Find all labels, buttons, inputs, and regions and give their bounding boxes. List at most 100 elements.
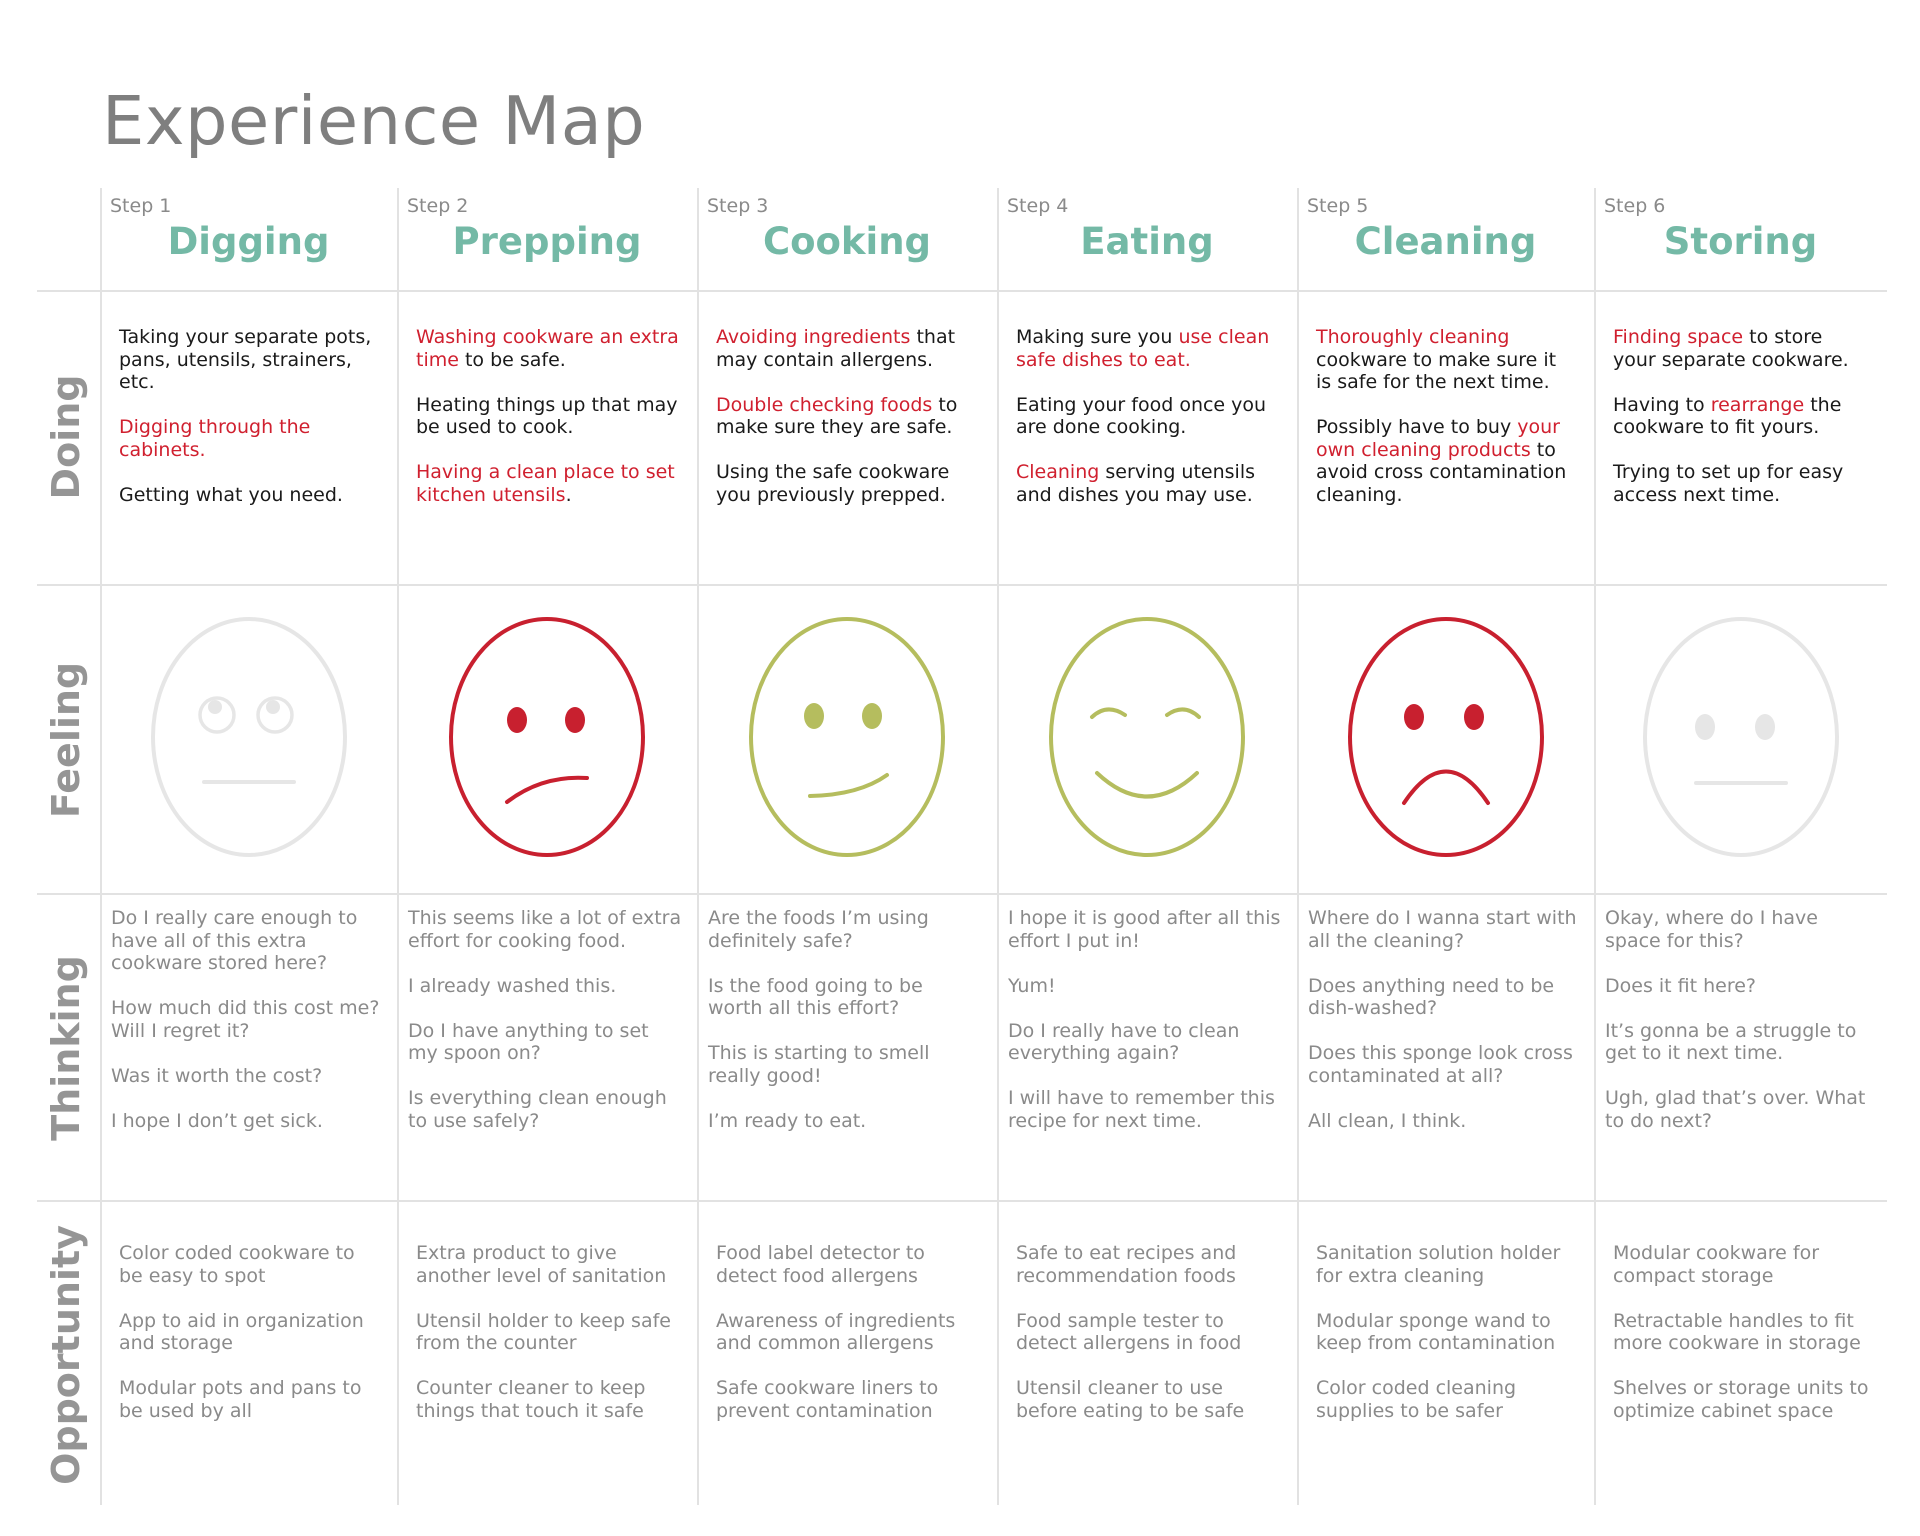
opportunity-cell: Extra product to give another level of s…	[416, 1242, 680, 1445]
divider-thinking-opportunity	[37, 1200, 1887, 1202]
face-outline	[449, 617, 645, 857]
opportunity-item: Color coded cleaning supplies to be safe…	[1316, 1377, 1517, 1422]
opportunity-cell: Color coded cookware to be easy to spot A…	[119, 1242, 380, 1445]
doing-item: Making sure you use clean safe dishes to…	[1016, 326, 1280, 371]
opportunity-cell: Sanitation solution holder for extra cle…	[1316, 1242, 1577, 1445]
step-title: Cooking	[762, 220, 932, 263]
doing-item: Cleaning serving utensils and dishes you…	[1016, 461, 1280, 506]
pain-point-highlight: Thoroughly cleaning	[1316, 326, 1510, 348]
opportunity-item: Extra product to give another level of s…	[416, 1242, 667, 1287]
opportunity-item: Food sample tester to detect allergens i…	[1016, 1309, 1242, 1355]
thought-item: Okay, where do I have space for this?	[1605, 907, 1818, 952]
doing-text: Taking your separate pots, pans, utensil…	[119, 326, 372, 393]
doing-item: Eating your food once you are done cooki…	[1016, 394, 1280, 439]
doing-cell: Avoiding ingredients that may contain al…	[716, 326, 980, 529]
opportunity-item: Retractable handles to fit more cookware…	[1613, 1309, 1861, 1355]
thinking-cell: Okay, where do I have space for this? Doe…	[1605, 907, 1872, 1155]
doing-item: Having to rearrange the cookware to fit …	[1613, 394, 1870, 439]
doing-text: .	[565, 483, 572, 506]
opportunity-item: Modular cookware for compact storage	[1613, 1242, 1820, 1287]
column-divider	[697, 188, 699, 1505]
opportunity-cell: Safe to eat recipes and recommendation f…	[1016, 1242, 1280, 1445]
opportunity-item: Sanitation solution holder for extra cle…	[1316, 1242, 1561, 1287]
step-number-label: Step 1	[110, 195, 172, 217]
opportunity-item: Modular pots and pans to be used by all	[119, 1377, 362, 1422]
pupil-right	[265, 700, 280, 714]
thought-item: Do I really have to clean everything aga…	[1008, 1019, 1240, 1065]
thinking-cell: I hope it is good after all this effort …	[1008, 907, 1282, 1155]
doing-item: Digging through the cabinets.	[119, 416, 380, 461]
doing-cell: Taking your separate pots, pans, utensil…	[119, 326, 380, 529]
face-outline	[1049, 617, 1245, 857]
face-sad-icon	[1347, 617, 1544, 857]
opportunity-item: Utensil cleaner to use before eating to …	[1016, 1377, 1245, 1422]
face-outline	[1642, 617, 1839, 857]
thought-item: I hope it is good after all this effort …	[1008, 907, 1281, 952]
doing-cell: Finding space to store your separate coo…	[1613, 326, 1870, 529]
step-title: Prepping	[452, 220, 642, 263]
face-slight-smile-icon	[749, 617, 945, 857]
doing-text: Using the safe cookware you previously p…	[716, 461, 950, 506]
pain-point-highlight: Double checking foods	[716, 393, 933, 416]
step-title: Storing	[1663, 220, 1818, 263]
pain-point-highlight: rearrange	[1710, 393, 1805, 416]
eye-left	[804, 703, 824, 729]
doing-text: cookware to make sure it is safe for the…	[1316, 348, 1557, 394]
doing-text: Making sure you	[1016, 326, 1179, 348]
eye-right	[1165, 707, 1201, 719]
thought-item: It’s gonna be a struggle to get to it ne…	[1605, 1019, 1857, 1065]
doing-item: Avoiding ingredients that may contain al…	[716, 326, 980, 371]
step-number-label: Step 5	[1307, 195, 1369, 217]
thought-item: Is everything clean enough to use safely…	[408, 1087, 667, 1132]
opportunity-item: Food label detector to detect food aller…	[716, 1242, 925, 1287]
thought-item: Do I really care enough to have all of t…	[111, 907, 358, 974]
thought-item: Does anything need to be dish-washed?	[1308, 974, 1555, 1020]
doing-text: Eating your food once you are done cooki…	[1016, 393, 1267, 439]
doing-item: Possibly have to buy your own cleaning p…	[1316, 416, 1577, 506]
thought-item: Does it fit here?	[1605, 974, 1757, 997]
thought-item: Yum!	[1008, 974, 1056, 997]
thinking-cell: Do I really care enough to have all of t…	[111, 907, 382, 1155]
face-happy-icon	[1049, 617, 1245, 857]
page-title: Experience Map	[102, 82, 646, 160]
column-divider	[997, 188, 999, 1505]
step-title: Digging	[167, 220, 330, 263]
opportunity-cell: Modular cookware for compact storage Retr…	[1613, 1242, 1870, 1445]
pain-point-highlight: use clean safe dishes to eat.	[1016, 326, 1270, 371]
doing-text: Getting what you need.	[119, 483, 343, 506]
doing-item: Heating things up that may be used to co…	[416, 394, 680, 439]
doing-item: Having a clean place to set kitchen uten…	[416, 461, 680, 506]
eye-right	[1754, 714, 1775, 740]
thought-item: Does this sponge look cross contaminated…	[1308, 1042, 1573, 1087]
eye-left	[197, 696, 236, 734]
step-title: Eating	[1080, 220, 1214, 263]
thought-item: All clean, I think.	[1308, 1109, 1467, 1132]
eye-left	[1090, 707, 1127, 719]
opportunity-item: Shelves or storage units to optimize cab…	[1613, 1377, 1869, 1422]
thinking-cell: This seems like a lot of extra effort fo…	[408, 907, 682, 1155]
doing-item: Finding space to store your separate coo…	[1613, 326, 1870, 371]
step-number-label: Step 3	[707, 195, 769, 217]
doing-text: to avoid cross contamination cleaning.	[1316, 438, 1567, 506]
doing-text: that may contain allergens.	[716, 326, 956, 371]
column-divider	[1297, 188, 1299, 1505]
opportunity-item: Color coded cookware to be easy to spot	[119, 1242, 355, 1287]
doing-item: Getting what you need.	[119, 484, 380, 507]
eye-left	[1403, 704, 1424, 730]
thought-item: This seems like a lot of extra effort fo…	[408, 907, 682, 952]
doing-item: Double checking foods to make sure they …	[716, 394, 980, 439]
doing-item: Trying to set up for easy access next ti…	[1613, 461, 1870, 506]
eye-right	[255, 696, 294, 734]
opportunity-item: Safe cookware liners to prevent contamin…	[716, 1377, 939, 1422]
thought-item: I already washed this.	[408, 974, 617, 997]
doing-cell: Thoroughly cleaning cookware to make sur…	[1316, 326, 1577, 529]
thought-item: Are the foods I’m using definitely safe?	[708, 907, 929, 952]
doing-text: Having to	[1613, 393, 1711, 416]
opportunity-item: Counter cleaner to keep things that touc…	[416, 1377, 646, 1422]
opportunity-item: App to aid in organization and storage	[119, 1309, 364, 1355]
doing-text: Trying to set up for easy access next ti…	[1613, 461, 1844, 506]
thought-item: Is the food going to be worth all this e…	[708, 974, 923, 1020]
doing-text: to make sure they are safe.	[716, 393, 958, 439]
eye-right	[1463, 704, 1484, 730]
opportunity-item: Modular sponge wand to keep from contami…	[1316, 1309, 1556, 1355]
